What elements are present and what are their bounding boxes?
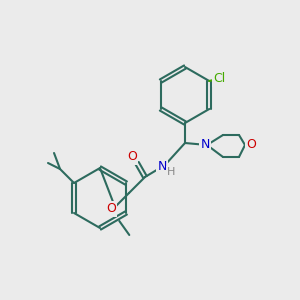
Text: N: N bbox=[200, 137, 210, 151]
Text: H: H bbox=[167, 167, 175, 177]
Text: O: O bbox=[106, 202, 116, 215]
Text: O: O bbox=[127, 151, 137, 164]
Text: O: O bbox=[246, 139, 256, 152]
Text: N: N bbox=[157, 160, 167, 172]
Text: Cl: Cl bbox=[213, 73, 225, 85]
